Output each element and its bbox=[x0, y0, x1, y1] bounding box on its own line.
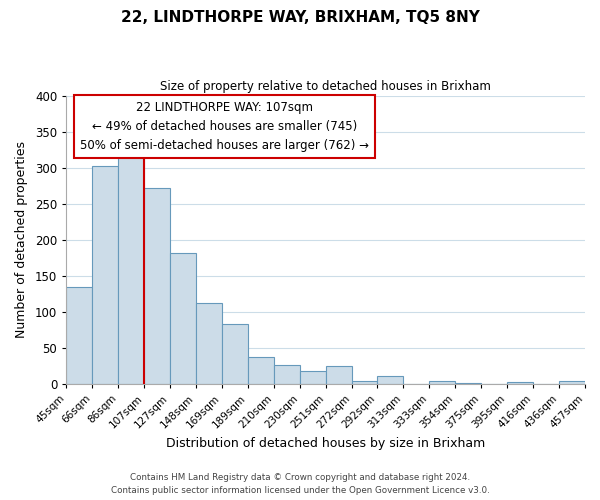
Bar bbox=[144, 188, 170, 384]
Bar bbox=[507, 382, 533, 384]
Bar bbox=[92, 166, 118, 384]
Title: Size of property relative to detached houses in Brixham: Size of property relative to detached ho… bbox=[160, 80, 491, 93]
Bar bbox=[118, 150, 144, 384]
Text: 22, LINDTHORPE WAY, BRIXHAM, TQ5 8NY: 22, LINDTHORPE WAY, BRIXHAM, TQ5 8NY bbox=[121, 10, 479, 25]
Bar bbox=[430, 380, 455, 384]
Bar bbox=[559, 382, 585, 384]
Bar bbox=[170, 253, 196, 384]
Bar bbox=[248, 357, 274, 384]
Bar bbox=[274, 364, 299, 384]
Bar bbox=[377, 376, 403, 384]
Text: Contains HM Land Registry data © Crown copyright and database right 2024.
Contai: Contains HM Land Registry data © Crown c… bbox=[110, 474, 490, 495]
Bar bbox=[352, 380, 377, 384]
Y-axis label: Number of detached properties: Number of detached properties bbox=[15, 142, 28, 338]
Bar bbox=[222, 324, 248, 384]
Bar bbox=[66, 287, 92, 384]
X-axis label: Distribution of detached houses by size in Brixham: Distribution of detached houses by size … bbox=[166, 437, 485, 450]
Bar bbox=[196, 304, 222, 384]
Bar bbox=[326, 366, 352, 384]
Bar bbox=[299, 371, 326, 384]
Text: 22 LINDTHORPE WAY: 107sqm
← 49% of detached houses are smaller (745)
50% of semi: 22 LINDTHORPE WAY: 107sqm ← 49% of detac… bbox=[80, 102, 369, 152]
